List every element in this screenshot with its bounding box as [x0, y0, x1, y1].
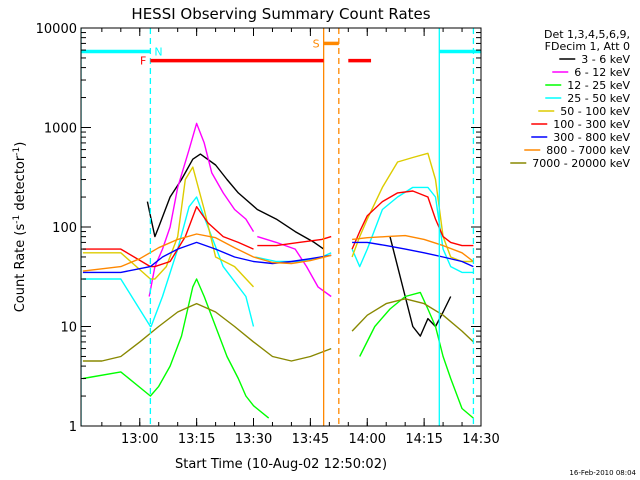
y-tick-label: 10000: [36, 22, 77, 37]
y-axis: 1 10 100 1000 10000: [36, 22, 481, 435]
x-tick-label: 13:00: [121, 432, 158, 447]
legend-entry-label: 7000 - 20000 keV: [532, 157, 630, 170]
legend-entry-label: 800 - 7000 keV: [546, 144, 630, 157]
x-tick-label: 13:45: [292, 432, 329, 447]
flag-label: N: [154, 46, 162, 59]
series-line: [146, 153, 325, 250]
legend: Det 1,3,4,5,6,9, FDecim 1, Att 0 3 - 6 k…: [510, 28, 630, 170]
series-line: [82, 278, 270, 419]
y-axis-label-sup1: -1: [12, 215, 22, 224]
y-axis-label-sup2: -1: [12, 147, 22, 156]
series-line: [351, 298, 474, 343]
series-line: [255, 252, 332, 263]
series-line: [82, 166, 255, 288]
x-tick-label: 14:30: [462, 432, 499, 447]
legend-entry-label: 12 - 25 keV: [567, 79, 630, 92]
legend-entry-label: 25 - 50 keV: [567, 92, 630, 105]
series-line: [82, 302, 332, 362]
y-axis-label-end: ): [13, 142, 28, 147]
y-axis-label: Count Rate (s-1 detector-1): [12, 142, 28, 313]
legend-header-decim: FDecim 1, Att 0: [545, 40, 630, 53]
x-tick-label: 13:15: [178, 432, 215, 447]
legend-entry-label: 6 - 12 keV: [574, 66, 630, 79]
y-tick-label: 10: [60, 321, 77, 336]
series-line: [351, 186, 474, 274]
series-line: [82, 241, 332, 274]
series-line: [82, 206, 254, 268]
series-line: [389, 236, 452, 337]
flag-label: F: [140, 55, 146, 68]
y-tick-label: 100: [52, 221, 77, 236]
x-tick-label: 14:00: [349, 432, 386, 447]
series-line: [351, 190, 474, 250]
flag-label: S: [313, 37, 320, 50]
series-line: [359, 291, 474, 419]
legend-header-detectors: Det 1,3,4,5,6,9,: [544, 28, 630, 41]
series-line: [352, 241, 474, 268]
series-line: [351, 152, 474, 263]
y-tick-label: 1: [69, 420, 77, 435]
x-axis-label: Start Time (10-Aug-02 12:50:02): [175, 457, 387, 472]
legend-entry-label: 100 - 300 keV: [553, 118, 630, 131]
series-line: [257, 235, 332, 298]
series-line: [82, 233, 332, 272]
plot-area: NF S: [81, 28, 481, 426]
plot-frame: [80, 27, 482, 427]
legend-entry-label: 300 - 800 keV: [553, 131, 630, 144]
series-line: [148, 122, 255, 297]
y-axis-label-main: Count Rate (s: [13, 224, 28, 313]
footer-timestamp: 16-Feb-2010 08:04: [569, 469, 636, 477]
x-tick-label: 14:15: [405, 432, 442, 447]
x-tick-label: 13:30: [235, 432, 272, 447]
legend-entry-label: 3 - 6 keV: [581, 53, 630, 66]
legend-entry-label: 50 - 100 keV: [560, 105, 630, 118]
x-axis: 13:00 13:15 13:30 13:45 14:00 14:15 14:30: [101, 28, 500, 447]
series-line: [82, 196, 255, 328]
chart-title: HESSI Observing Summary Count Rates: [131, 5, 430, 23]
series-line: [257, 235, 332, 247]
series-line: [352, 234, 474, 263]
y-axis-label-mid: detector: [13, 155, 28, 215]
y-tick-label: 1000: [44, 122, 77, 137]
